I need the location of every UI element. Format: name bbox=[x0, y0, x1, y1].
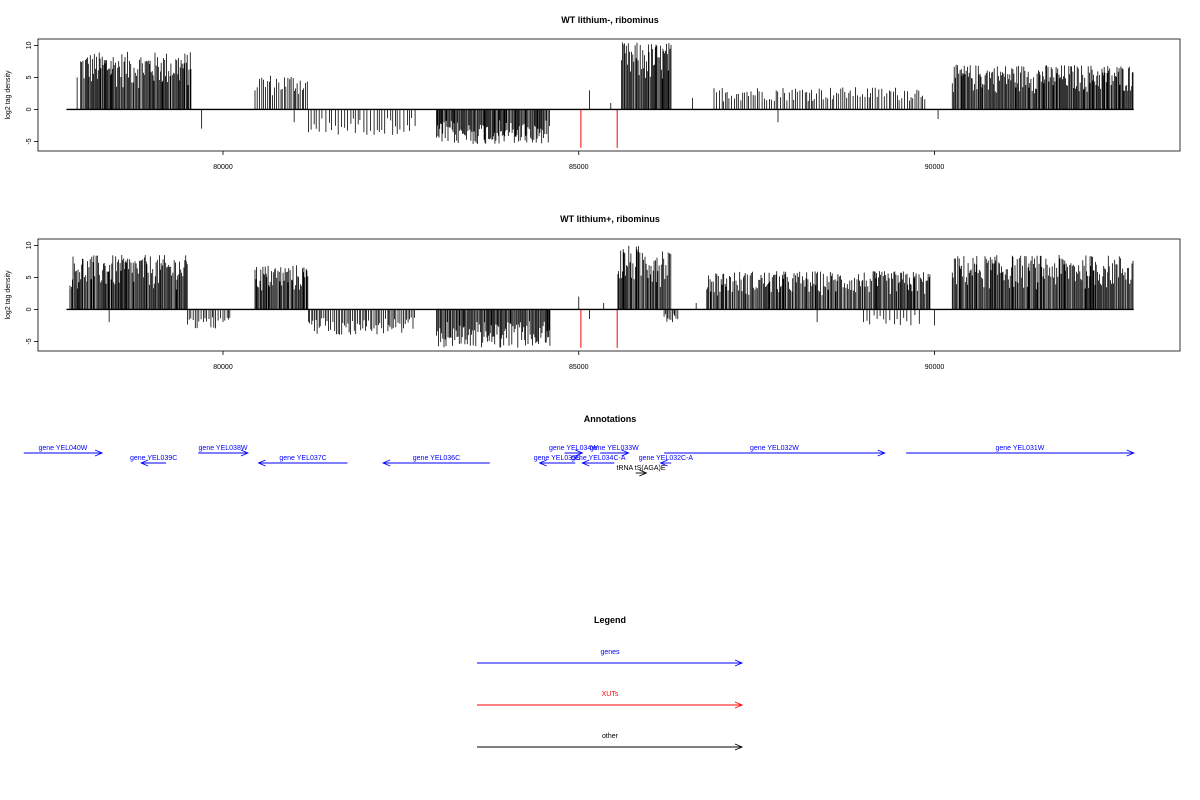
feature-label: tRNA tS(AGA)E bbox=[617, 465, 666, 472]
feature-label: gene YEL035C bbox=[534, 455, 581, 462]
y-tick-label: -5 bbox=[26, 338, 33, 344]
feature-label: gene YEL034C-A bbox=[571, 455, 626, 462]
legend-item: other bbox=[477, 733, 744, 751]
feature-arrowhead bbox=[659, 459, 668, 467]
feature-annotation: gene YEL032C-A bbox=[639, 455, 694, 467]
feature-arrowhead bbox=[381, 459, 391, 467]
legend-item: genes bbox=[477, 649, 744, 667]
y-tick-label: 0 bbox=[26, 107, 33, 111]
legend-label: XUTs bbox=[602, 691, 619, 698]
feature-annotation: gene YEL040W bbox=[23, 445, 104, 457]
x-tick-label: 80000 bbox=[213, 364, 233, 371]
axes: -5 0 5 10 80000 85000 90000 bbox=[26, 241, 944, 371]
feature-label: gene YEL040W bbox=[38, 445, 87, 452]
track-panel-lithium-minus: WT lithium-, ribominus log2 tag density … bbox=[5, 15, 1181, 171]
feature-annotation: gene YEL039C bbox=[130, 455, 177, 467]
feature-annotation: gene YEL036C bbox=[381, 455, 490, 467]
x-tick-label: 80000 bbox=[213, 164, 233, 171]
feature-label: gene YEL036C bbox=[413, 455, 460, 462]
feature-label: gene YEL032W bbox=[750, 445, 799, 452]
feature-annotation: gene YEL033W bbox=[590, 445, 639, 457]
feature-label: gene YEL039C bbox=[130, 455, 177, 462]
legend-arrowhead bbox=[734, 743, 744, 751]
legend-label: genes bbox=[600, 649, 620, 656]
feature-annotation: gene YEL037C bbox=[257, 455, 348, 467]
x-tick-label: 85000 bbox=[569, 164, 589, 171]
feature-arrowhead bbox=[621, 449, 630, 457]
y-axis-label: log2 tag density bbox=[5, 270, 12, 320]
axes: -5 0 5 10 80000 85000 90000 bbox=[26, 41, 944, 171]
legend: Legend genes XUTs other bbox=[477, 615, 744, 751]
feature-arrowhead bbox=[257, 459, 266, 467]
feature-arrowhead bbox=[94, 449, 104, 457]
feature-annotation: gene YEL035C bbox=[534, 455, 581, 467]
feature-annotation: gene YEL031W bbox=[906, 445, 1135, 457]
feature-annotation: tRNA tS(AGA)E bbox=[617, 465, 666, 477]
y-tick-label: 5 bbox=[26, 275, 33, 279]
feature-label: gene YEL033W bbox=[590, 445, 639, 452]
feature-arrowhead bbox=[581, 459, 590, 467]
feature-label: gene YEL037C bbox=[279, 455, 326, 462]
feature-arrowhead bbox=[240, 449, 250, 457]
feature-list: gene YEL040W gene YEL039C gene YEL038W gene… bbox=[23, 445, 1135, 477]
x-tick-label: 85000 bbox=[569, 364, 589, 371]
legend-title: Legend bbox=[594, 615, 626, 625]
feature-arrowhead bbox=[140, 459, 149, 467]
annotations-title: Annotations bbox=[584, 414, 637, 424]
feature-annotation: gene YEL032W bbox=[664, 445, 886, 457]
feature-annotation: gene YEL034C-A bbox=[571, 455, 626, 467]
legend-items: genes XUTs other bbox=[477, 649, 744, 751]
feature-annotation: gene YEL034W bbox=[549, 445, 598, 457]
y-tick-label: 0 bbox=[26, 307, 33, 311]
coverage-bars bbox=[66, 42, 1134, 148]
feature-arrowhead bbox=[877, 449, 886, 457]
feature-label: gene YEL031W bbox=[995, 445, 1044, 452]
panel-title: WT lithium+, ribominus bbox=[560, 214, 660, 224]
legend-arrowhead bbox=[734, 659, 744, 667]
panel-title: WT lithium-, ribominus bbox=[561, 15, 659, 25]
plot-frame bbox=[37, 238, 1181, 352]
feature-label: gene YEL038W bbox=[199, 445, 248, 452]
feature-arrowhead bbox=[1126, 449, 1135, 457]
feature-label: gene YEL034W bbox=[549, 445, 598, 452]
plot-frame bbox=[37, 38, 1181, 152]
y-tick-label: 10 bbox=[26, 41, 33, 49]
feature-arrowhead bbox=[575, 449, 584, 457]
coverage-bars bbox=[66, 245, 1134, 348]
legend-item: XUTs bbox=[477, 691, 744, 709]
x-tick-label: 90000 bbox=[925, 364, 945, 371]
legend-arrowhead bbox=[734, 701, 744, 709]
y-axis-label: log2 tag density bbox=[5, 70, 12, 120]
y-tick-label: 5 bbox=[26, 75, 33, 79]
feature-label: gene YEL032C-A bbox=[639, 455, 694, 462]
y-tick-label: -5 bbox=[26, 138, 33, 144]
feature-annotation: gene YEL038W bbox=[198, 445, 250, 457]
x-tick-label: 90000 bbox=[925, 164, 945, 171]
feature-arrowhead bbox=[538, 459, 547, 467]
track-panel-lithium-plus: WT lithium+, ribominus log2 tag density … bbox=[5, 214, 1181, 371]
legend-label: other bbox=[602, 733, 619, 740]
feature-arrowhead bbox=[639, 469, 648, 477]
y-tick-label: 10 bbox=[26, 241, 33, 249]
